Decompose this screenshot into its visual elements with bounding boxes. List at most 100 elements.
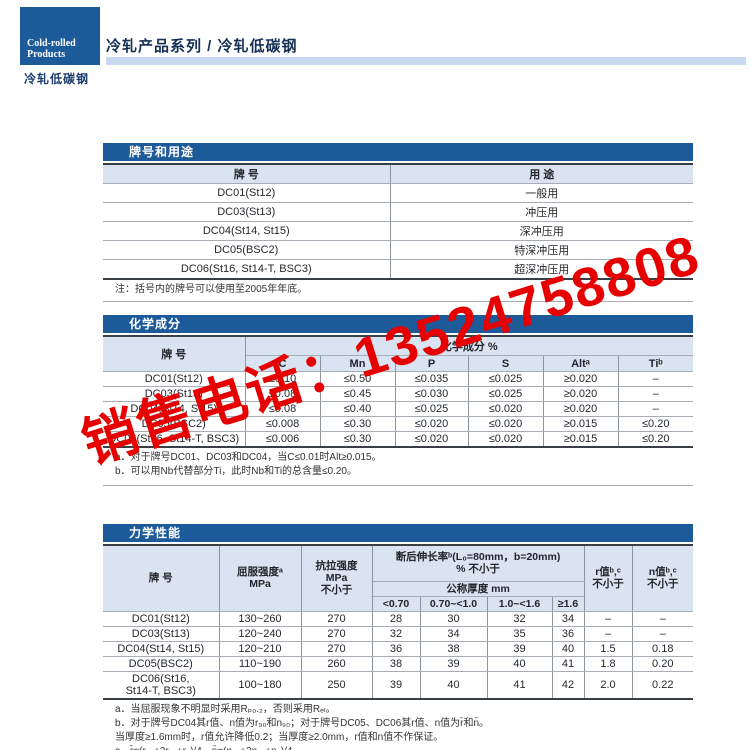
col-header-alt: Altᵃ [542,355,619,372]
group-header-elongation: 断后伸长率ᵇ(L₀=80mm，b=20mm) % 不小于 [371,544,585,582]
table-row: DC04(St14, St15) 120~210 270 36 38 39 40… [103,640,693,657]
value-cell: ≤0.025 [467,371,544,387]
grade-cell: DC04(St14, St15) [103,640,220,657]
value-cell: ≤0.08 [244,386,321,402]
elong-cell: 38 [371,655,421,672]
tensile-cell: 270 [300,640,373,657]
value-cell: – [617,401,693,417]
table-row: DC03(St13) 冲压用 [103,202,693,222]
n-cell: – [631,610,693,627]
value-cell: ≤0.035 [394,371,469,387]
table-row: DC05(BSC2) 特深冲压用 [103,240,693,260]
grade-cell: DC05(BSC2) [103,240,391,260]
table-row: DC05(BSC2) ≤0.008 ≤0.30 ≤0.020 ≤0.020 ≥0… [103,416,693,432]
value-cell: ≤0.006 [244,431,321,448]
brand-line2: Products [27,49,66,60]
table-row: DC04(St14, St15) 深冲压用 [103,221,693,241]
value-cell: ≤0.08 [244,401,321,417]
r-cell: 2.0 [583,670,633,699]
section-title-mechanical: 力学性能 [103,524,693,542]
col-header-ti: Tiᵇ [617,355,693,372]
elong-cell: 34 [551,610,585,627]
grade-cell: DC06(St16, St14-T, BSC3) [103,670,220,699]
grade-cell: DC06(St16, St14-T, BSC3) [103,431,246,448]
elong-cell: 32 [486,610,553,627]
yield-cell: 110~190 [218,655,302,672]
grades-uses-section: 牌号和用途 牌 号 用 途 DC01(St12) 一般用 DC03(St13) … [103,143,693,302]
table-row: DC06(St16, St14-T, BSC3) 100~180 250 39 … [103,670,693,699]
elong-cell: 30 [419,610,488,627]
r-cell: – [583,625,633,642]
table-note: 注：括号内的牌号可以使用至2005年年底。 [103,280,693,302]
elong-cell: 42 [551,670,585,699]
value-cell: ≤0.020 [467,431,544,448]
grade-cell: DC01(St12) [103,610,220,627]
value-cell: ≤0.020 [467,401,544,417]
n-cell: 0.20 [631,655,693,672]
value-cell: ≤0.30 [319,431,396,448]
value-cell: ≤0.025 [394,401,469,417]
value-cell: – [617,371,693,387]
table-row: DC01(St12) 一般用 [103,183,693,203]
use-cell: 冲压用 [389,202,693,222]
elong-cell: 39 [371,670,421,699]
table-row: DC06(St16, St14-T, BSC3) ≤0.006 ≤0.30 ≤0… [103,431,693,448]
page-title: 冷轧产品系列 / 冷轧低碳钢 [106,38,298,55]
value-cell: ≤0.45 [319,386,396,402]
tensile-cell: 260 [300,655,373,672]
grade-cell: DC04(St14, St15) [103,401,246,417]
group-header-thickness: 公称厚度 mm [372,580,585,597]
tensile-cell: 250 [300,670,373,699]
value-cell: ≥0.020 [542,371,619,387]
col-header-n-value: n值ᵇ,ᶜ 不小于 [631,544,693,612]
value-cell: ≥0.015 [542,431,619,448]
n-cell: – [631,625,693,642]
n-cell: 0.18 [631,640,693,657]
table-row: DC03(St13) ≤0.08 ≤0.45 ≤0.030 ≤0.025 ≥0.… [103,386,693,402]
elong-cell: 39 [419,655,488,672]
note-line: b．对于牌号DC04其r值、n值为r₉₀和n₉₀；对于牌号DC05、DC06其r… [115,717,490,729]
value-cell: ≥0.020 [542,386,619,402]
col-header-thickness-3: 1.0~<1.6 [486,595,553,612]
value-cell: ≤0.40 [319,401,396,417]
value-cell: – [617,386,693,402]
value-cell: ≤0.30 [319,416,396,432]
elong-cell: 40 [486,655,553,672]
brand-box: Cold-rolled Products [20,7,100,65]
table-row: DC01(St12) ≤0.10 ≤0.50 ≤0.035 ≤0.025 ≥0.… [103,371,693,387]
col-header-c: C [245,355,321,372]
grade-cell: DC04(St14, St15) [103,221,391,241]
elong-cell: 36 [371,640,421,657]
table-row: DC01(St12) 130~260 270 28 30 32 34 – – [103,610,693,627]
category-label: 冷轧低碳钢 [24,72,90,86]
col-header-mn: Mn [319,355,396,372]
section-title-grades-uses: 牌号和用途 [103,143,693,161]
use-cell: 一般用 [389,183,693,203]
col-header-grade: 牌 号 [103,335,246,372]
note-line: c．r̄=(r₉₀+2r₄₅+r₀)/4，n̄=(n₉₀+2n₄₅+n₀)/4。 [115,746,693,750]
col-header-thickness-1: <0.70 [372,595,421,612]
n-cell: 0.22 [631,670,693,699]
brand-line1: Cold-rolled [27,38,76,49]
r-cell: 1.5 [583,640,633,657]
grade-cell: DC03(St13) [103,386,246,402]
use-cell: 超深冲压用 [389,259,693,280]
col-header-grade: 牌 号 [103,544,220,612]
col-header-thickness-2: 0.70~<1.0 [419,595,488,612]
grade-cell: DC05(BSC2) [103,655,220,672]
elong-cell: 41 [551,655,585,672]
elong-cell: 39 [486,640,553,657]
section-title-chemical: 化学成分 [103,315,693,333]
table-notes: a．对于牌号DC01、DC03和DC04，当C≤0.01时Alt≥0.015。 … [103,448,693,486]
value-cell: ≤0.50 [319,371,396,387]
tensile-cell: 270 [300,625,373,642]
table-row: DC05(BSC2) 110~190 260 38 39 40 41 1.8 0… [103,655,693,672]
value-cell: ≤0.10 [244,371,321,387]
elong-cell: 40 [419,670,488,699]
elong-cell: 38 [419,640,488,657]
col-header-tensile: 抗拉强度 MPa 不小于 [300,544,373,612]
col-header-grade: 牌 号 [103,163,391,184]
note-line: a．对于牌号DC01、DC03和DC04，当C≤0.01时Alt≥0.015。 [115,452,382,463]
mechanical-properties-table: 牌 号 屈服强度ᵃ MPa 抗拉强度 MPa 不小于 断后伸长率ᵇ(L₀=80m… [103,544,693,700]
